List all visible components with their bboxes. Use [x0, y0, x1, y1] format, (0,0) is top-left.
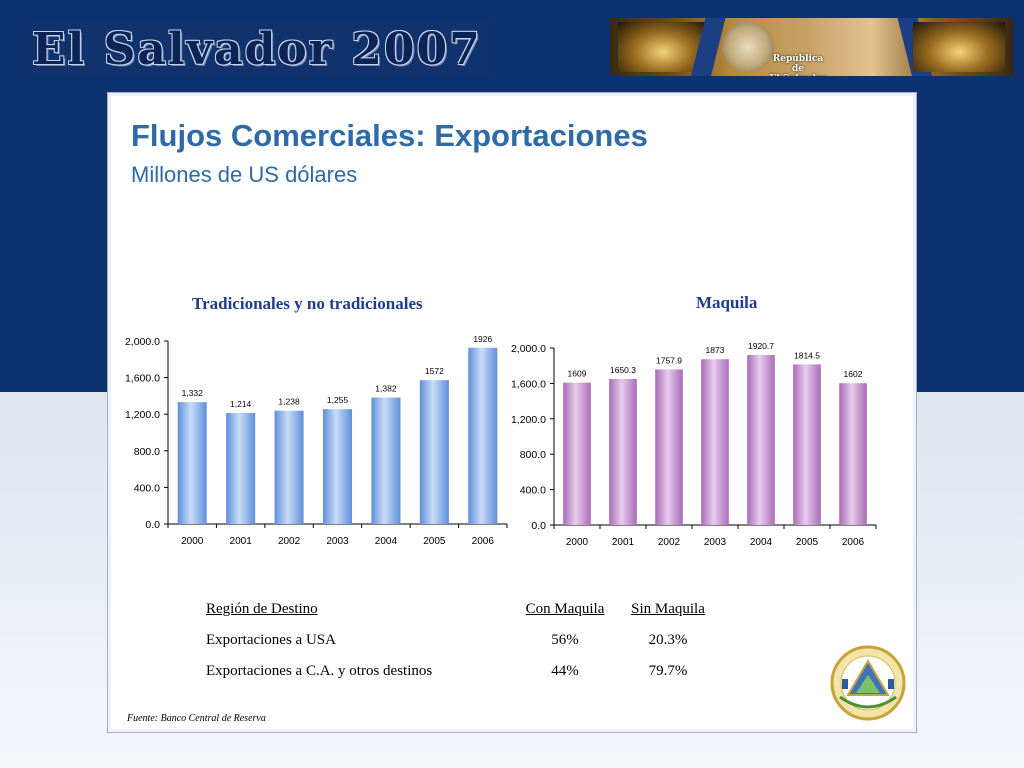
chart-maq-x-tick-label: 2006	[842, 537, 865, 548]
chart-title-maquila: Maquila	[696, 293, 758, 312]
chart-maq-data-label: 1920.7	[748, 341, 774, 351]
chart-trad-y-tick-label: 400.0	[134, 482, 160, 494]
chart-trad-y-tick-label: 1,600.0	[125, 373, 160, 385]
chart-trad-data-label: 1926	[473, 334, 492, 344]
chart-trad-data-label: 1,255	[327, 395, 349, 405]
chart-maq-x-tick-label: 2004	[750, 537, 773, 548]
chart-maq-x-tick-label: 2001	[612, 537, 635, 548]
chart-maq-y-tick-label: 1,600.0	[511, 378, 546, 390]
chart-maq-bar	[839, 383, 867, 525]
table-header-region: Región de Destino	[206, 601, 318, 617]
chart-maq-data-label: 1650.3	[610, 365, 636, 375]
chart-maq-data-label: 1602	[844, 369, 863, 379]
chart-trad-bar	[322, 409, 353, 524]
chart-trad-bar	[226, 412, 256, 524]
table-header-con-maquila: Con Maquila	[525, 601, 605, 617]
table-cell: Exportaciones a C.A. y otros destinos	[206, 663, 433, 679]
banner-image: República de El Salvador	[610, 18, 1013, 76]
chart-maq-y-tick-label: 1,200.0	[511, 414, 546, 426]
banner-title: El Salvador 2007	[28, 22, 494, 78]
chart-trad-data-label: 1,382	[375, 384, 397, 394]
chart-maq-data-label: 1814.5	[794, 350, 820, 360]
table-cell: Exportaciones a USA	[206, 632, 336, 648]
chart-trad-x-tick-label: 2005	[423, 536, 446, 547]
source-note: Fuente: Banco Central de Reserva	[127, 713, 266, 724]
table-cell: 20.3%	[648, 632, 688, 648]
chart-trad-y-tick-label: 0.0	[145, 519, 160, 531]
chart-tradicionales: 0.0 400.0 800.0 1,200.0 1,600.0 2,000.0 1,332 2…	[125, 334, 508, 547]
chart-trad-bar	[371, 397, 401, 524]
chart-maq-bar	[747, 355, 775, 525]
coat-of-arms-icon	[830, 645, 906, 721]
chart-trad-bar	[419, 380, 449, 524]
chart-trad-x-tick-label: 2000	[181, 536, 204, 547]
chart-maq-y-tick-label: 800.0	[520, 449, 546, 461]
chart-title-tradicionales: Tradicionales y no tradicionales	[192, 294, 423, 313]
table-row: Exportaciones a C.A. y otros destinos 44…	[206, 656, 718, 687]
slide-subtitle: Millones de US dólares	[131, 162, 358, 187]
chart-maq-bar	[793, 364, 821, 525]
table-cell: 56%	[551, 632, 579, 648]
seal-icon	[722, 22, 774, 72]
chart-trad-x-tick-label: 2003	[326, 536, 349, 547]
chart-trad-bar	[468, 347, 498, 524]
chart-trad-bar	[177, 402, 207, 524]
table-cell: 44%	[551, 663, 579, 679]
region-table: Región de Destino Con Maquila Sin Maquil…	[206, 594, 718, 687]
chart-maq-data-label: 1609	[568, 369, 587, 379]
chart-maq-y-tick-label: 0.0	[531, 520, 546, 532]
chart-maq-x-tick-label: 2000	[566, 537, 589, 548]
chart-maq-x-tick-label: 2002	[658, 537, 681, 548]
chart-trad-y-tick-label: 1,200.0	[125, 409, 160, 421]
chart-maq-bar	[563, 382, 591, 525]
chart-trad-data-label: 1,214	[230, 399, 252, 409]
chart-maq-bar	[655, 369, 683, 525]
chart-trad-data-label: 1,238	[278, 397, 300, 407]
slide-title: Flujos Comerciales: Exportaciones	[131, 118, 648, 153]
table-header-row: Región de Destino Con Maquila Sin Maquil…	[206, 594, 718, 625]
chart-maq-data-label: 1757.9	[656, 355, 682, 365]
chart-trad-x-tick-label: 2004	[375, 536, 398, 547]
chart-maq-x-tick-label: 2005	[796, 537, 819, 548]
palace-photo-right	[913, 22, 1005, 72]
chart-trad-x-tick-label: 2001	[230, 536, 253, 547]
table-header-sin-maquila: Sin Maquila	[631, 601, 705, 617]
chart-trad-y-tick-label: 2,000.0	[125, 336, 160, 348]
chart-maq-bar	[609, 378, 637, 525]
chart-maq-x-tick-label: 2003	[704, 537, 727, 548]
content-panel	[107, 92, 917, 733]
chart-maquila: 0.0 400.0 800.0 1,200.0 1,600.0 2,000.0 1609 20…	[511, 341, 877, 548]
chart-trad-data-label: 1,332	[182, 388, 204, 398]
table-row: Exportaciones a USA 56% 20.3%	[206, 625, 718, 656]
chart-trad-x-tick-label: 2006	[472, 536, 495, 547]
chart-trad-data-label: 1572	[425, 366, 444, 376]
chart-maq-y-tick-label: 400.0	[520, 485, 546, 497]
chart-maq-data-label: 1873	[706, 345, 725, 355]
chart-maq-bar	[701, 359, 729, 525]
chart-trad-bar	[274, 410, 304, 524]
banner-label: República de El Salvador	[769, 54, 826, 76]
chart-maq-y-tick-label: 2,000.0	[511, 343, 546, 355]
chart-trad-x-tick-label: 2002	[278, 536, 301, 547]
chart-trad-y-tick-label: 800.0	[134, 446, 160, 458]
table-cell: 79.7%	[648, 663, 688, 679]
